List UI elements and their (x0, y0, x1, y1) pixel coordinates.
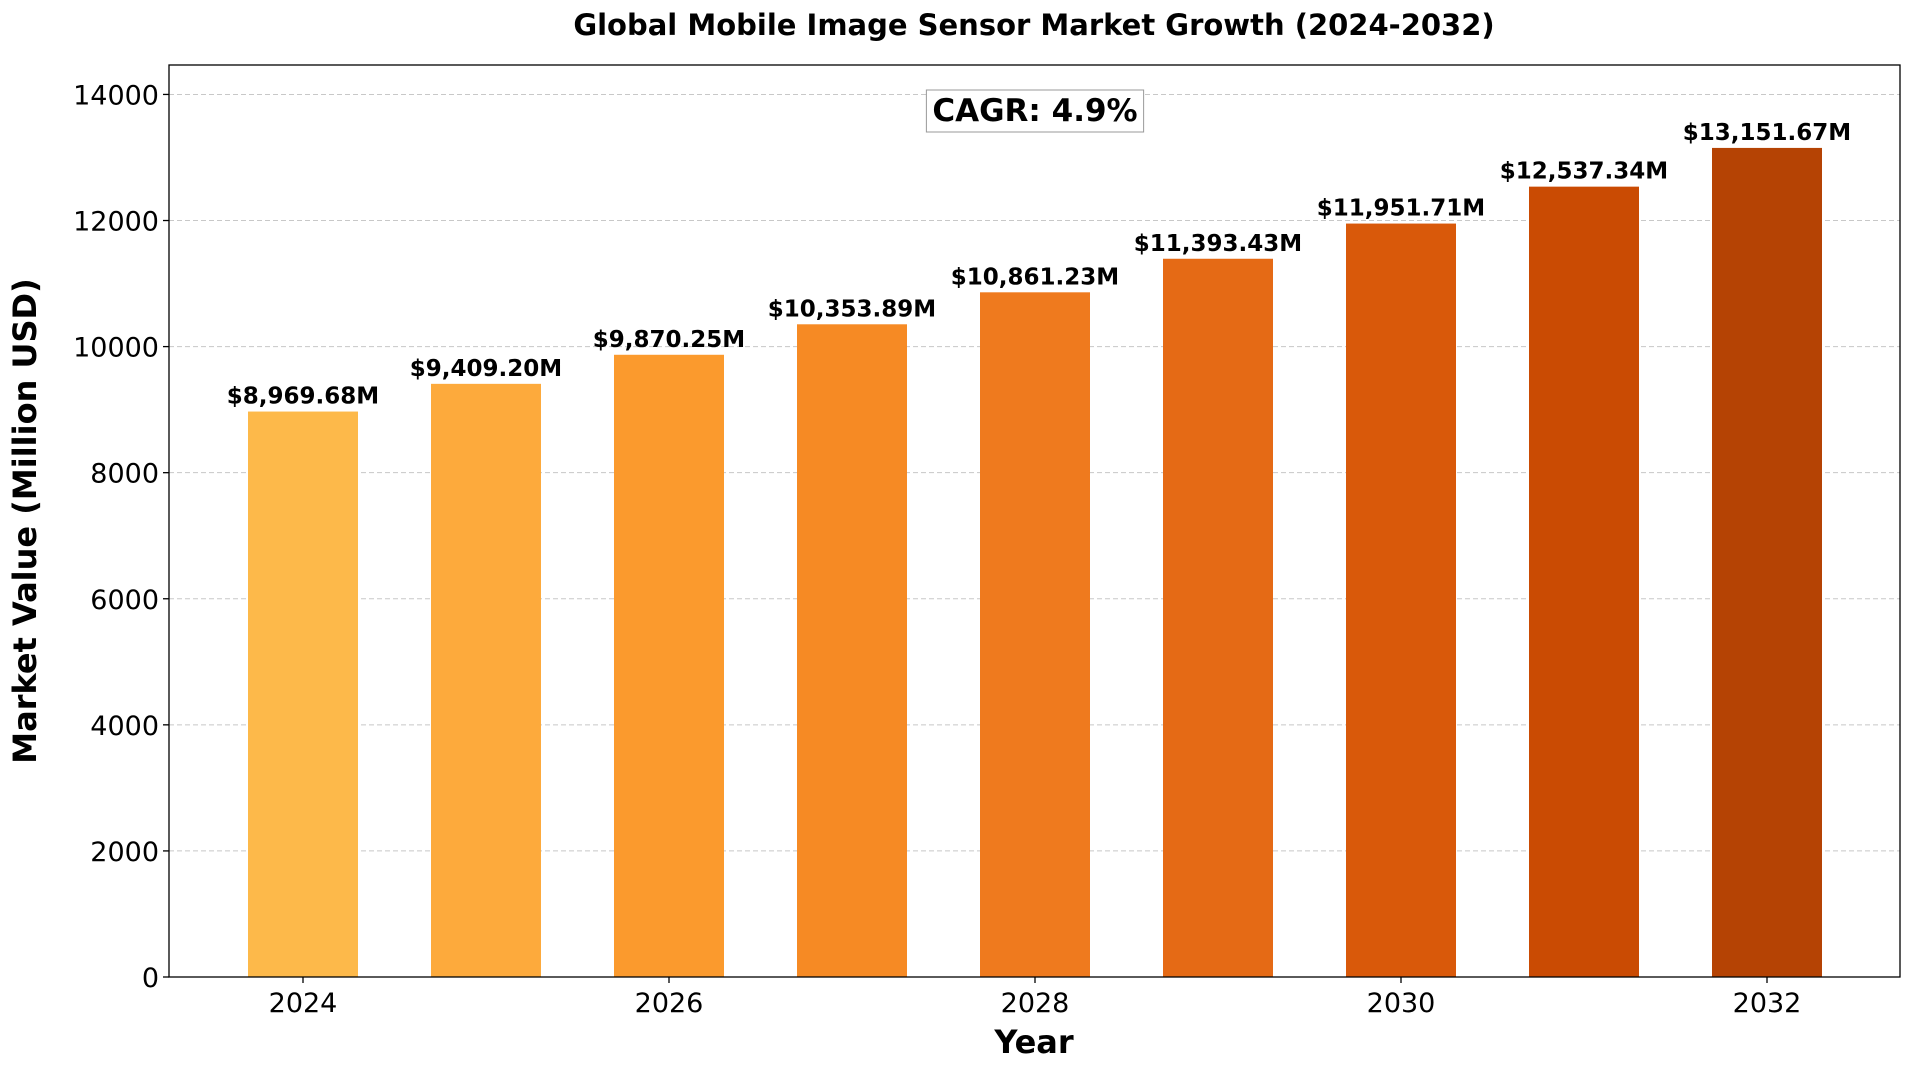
bar-2024 (248, 411, 358, 978)
y-tick-label: 2000 (90, 837, 159, 868)
chart-title: Global Mobile Image Sensor Market Growth… (573, 8, 1494, 42)
bar-2032 (1712, 147, 1822, 977)
x-tick-label: 2026 (635, 988, 704, 1019)
bar-2028 (980, 292, 1090, 977)
y-tick-label: 10000 (73, 333, 159, 364)
bar-2030 (1346, 223, 1456, 977)
data-label-2029: $11,393.43M (1134, 231, 1302, 257)
data-label-2025: $9,409.20M (410, 356, 562, 382)
data-label-2027: $10,353.89M (768, 296, 936, 322)
bar-2025 (431, 383, 541, 977)
cagr-text: CAGR: 4.9% (932, 93, 1137, 129)
data-label-2030: $11,951.71M (1317, 196, 1485, 222)
data-label-2028: $10,861.23M (951, 264, 1119, 290)
y-tick-label: 14000 (73, 80, 159, 111)
data-label-2031: $12,537.34M (1500, 159, 1668, 185)
y-tick-label: 4000 (90, 711, 159, 742)
bar-2031 (1529, 186, 1639, 977)
y-tick-label: 6000 (90, 585, 159, 616)
x-tick-label: 2024 (269, 988, 338, 1019)
x-tick-label: 2030 (1367, 988, 1436, 1019)
bar-2029 (1163, 258, 1273, 977)
data-label-2026: $9,870.25M (593, 327, 745, 353)
cagr-annotation: CAGR: 4.9% (925, 89, 1145, 133)
x-tick-label: 2028 (1001, 988, 1070, 1019)
x-tick-label: 2032 (1733, 988, 1802, 1019)
data-label-2024: $8,969.68M (227, 384, 379, 410)
y-tick-label: 12000 (73, 207, 159, 238)
bar-2027 (797, 324, 907, 978)
x-axis-label: Year (993, 1023, 1074, 1061)
y-axis-label: Market Value (Million USD) (6, 278, 44, 763)
y-tick-label: 0 (142, 963, 159, 994)
y-tick-label: 8000 (90, 459, 159, 490)
data-label-2032: $13,151.67M (1683, 120, 1851, 146)
bar-2026 (614, 354, 724, 977)
